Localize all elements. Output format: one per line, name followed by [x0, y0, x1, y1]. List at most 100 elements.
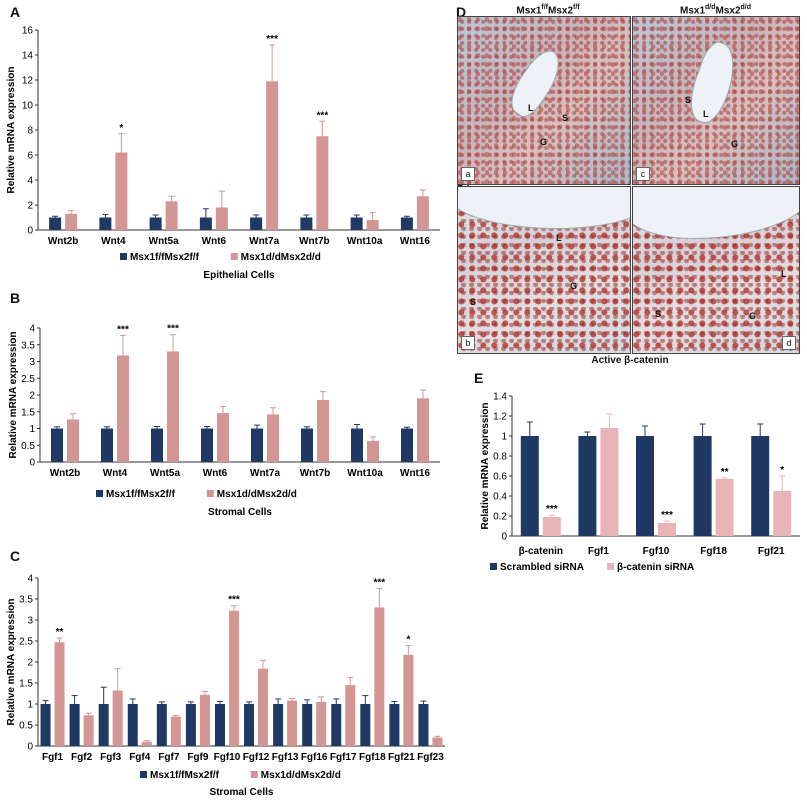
bar: [258, 668, 269, 746]
category-label: Wnt2b: [48, 236, 79, 247]
category-label: Fgf18: [359, 752, 386, 763]
category-label: Wnt2b: [50, 468, 81, 479]
category-label: Wnt16: [400, 468, 430, 479]
significance-mark: ***: [546, 504, 558, 515]
bar: [199, 217, 212, 230]
chart-subtitle: Stromal Cells: [210, 787, 274, 798]
y-tick-label: 14: [22, 51, 34, 62]
lumen-shape: [502, 44, 570, 122]
legend-label: Scrambled siRNA: [500, 562, 584, 573]
y-tick-label: 1.5: [21, 407, 35, 418]
category-label: Fgf7: [158, 752, 180, 763]
chart-a-epithelial-wnt: 0 2 4 6 8 10 12 14 16 Relative mRNA expression Wnt…: [6, 26, 440, 281]
category-label: Wnt10a: [347, 468, 383, 479]
y-tick-label: 16: [22, 26, 34, 37]
bar: [228, 610, 239, 746]
category-label: Fgf2: [71, 752, 93, 763]
bar: [101, 428, 113, 462]
category-label: Fgf17: [330, 752, 357, 763]
chart-subtitle: Epithelial Cells: [203, 270, 275, 281]
legend-swatch: [607, 563, 614, 570]
y-tick-label: 2: [29, 391, 35, 402]
bar: [251, 428, 263, 462]
panel-label-d: D: [456, 4, 467, 20]
label-s: S: [470, 297, 477, 307]
y-tick-label: 1.2: [493, 412, 507, 423]
y-tick-label: 2: [27, 201, 33, 212]
significance-mark: ***: [167, 324, 179, 335]
y-tick-label: 2.5: [19, 637, 33, 648]
label-l: L: [556, 233, 562, 243]
bar: [65, 213, 78, 230]
y-tick-label: 4: [29, 324, 35, 335]
panel-label-a: A: [10, 4, 21, 20]
label-g: G: [540, 137, 548, 147]
bar: [156, 704, 167, 746]
y-tick-label: 10: [22, 101, 34, 112]
bar: [316, 136, 329, 230]
micrograph-caption: Active β-catenin: [591, 355, 669, 366]
y-tick-label: 12: [22, 76, 34, 87]
category-label: Fgf18: [700, 546, 727, 557]
category-label: Wnt16: [400, 236, 430, 247]
y-tick-label: 3.5: [19, 595, 33, 606]
bar: [250, 217, 263, 230]
significance-mark: ***: [266, 34, 278, 45]
significance-mark: *: [406, 635, 410, 646]
bar: [69, 704, 80, 746]
bar: [715, 479, 734, 536]
bar: [40, 704, 51, 746]
y-tick-label: 3.5: [21, 340, 35, 351]
legend-swatch: [96, 490, 103, 497]
category-label: Fgf1: [588, 546, 610, 557]
bar: [350, 217, 363, 230]
panel-label-c: C: [10, 548, 21, 564]
bar: [287, 700, 298, 746]
category-label: Fgf10: [214, 752, 241, 763]
bar: [273, 704, 284, 746]
bar: [115, 152, 128, 230]
bar: [170, 716, 181, 746]
bar: [214, 704, 225, 746]
bar: [167, 351, 179, 462]
bar: [345, 685, 356, 746]
y-tick-label: 0: [501, 532, 507, 543]
bar: [217, 413, 229, 462]
y-axis-title: Relative mRNA expression: [8, 332, 19, 459]
micrograph-b: L S G b: [457, 186, 631, 354]
y-tick-label: 1: [501, 432, 507, 443]
label-l: L: [528, 103, 534, 113]
significance-mark: **: [56, 627, 64, 638]
category-label: Wnt5a: [149, 236, 179, 247]
bar: [773, 491, 792, 536]
legend-swatch: [120, 253, 127, 260]
y-tick-label: 2.5: [21, 374, 35, 385]
significance-mark: **: [721, 467, 729, 478]
bar: [67, 419, 79, 462]
letter-c: c: [636, 167, 650, 181]
bar: [300, 217, 313, 230]
bar: [693, 436, 712, 536]
legend-swatch: [490, 563, 497, 570]
bar: [751, 436, 770, 536]
y-tick-label: 1.5: [19, 679, 33, 690]
bar: [301, 428, 313, 462]
category-label: Wnt6: [203, 468, 228, 479]
bar: [331, 704, 342, 746]
y-tick-label: 8: [27, 126, 33, 137]
legend-label: Msx1f/fMsx2f/f: [150, 770, 220, 781]
bar: [54, 642, 65, 746]
bar: [374, 607, 385, 746]
bar: [83, 715, 94, 746]
bar: [316, 701, 327, 746]
bar: [141, 741, 152, 746]
bar: [151, 428, 163, 462]
category-label: Wnt7b: [300, 468, 331, 479]
category-label: Wnt6: [202, 236, 227, 247]
category-label: Fgf13: [272, 752, 299, 763]
bar: [185, 704, 196, 746]
category-label: Fgf1: [42, 752, 64, 763]
category-label: Fgf12: [243, 752, 270, 763]
y-tick-label: 6: [27, 151, 33, 162]
bar: [266, 81, 279, 230]
